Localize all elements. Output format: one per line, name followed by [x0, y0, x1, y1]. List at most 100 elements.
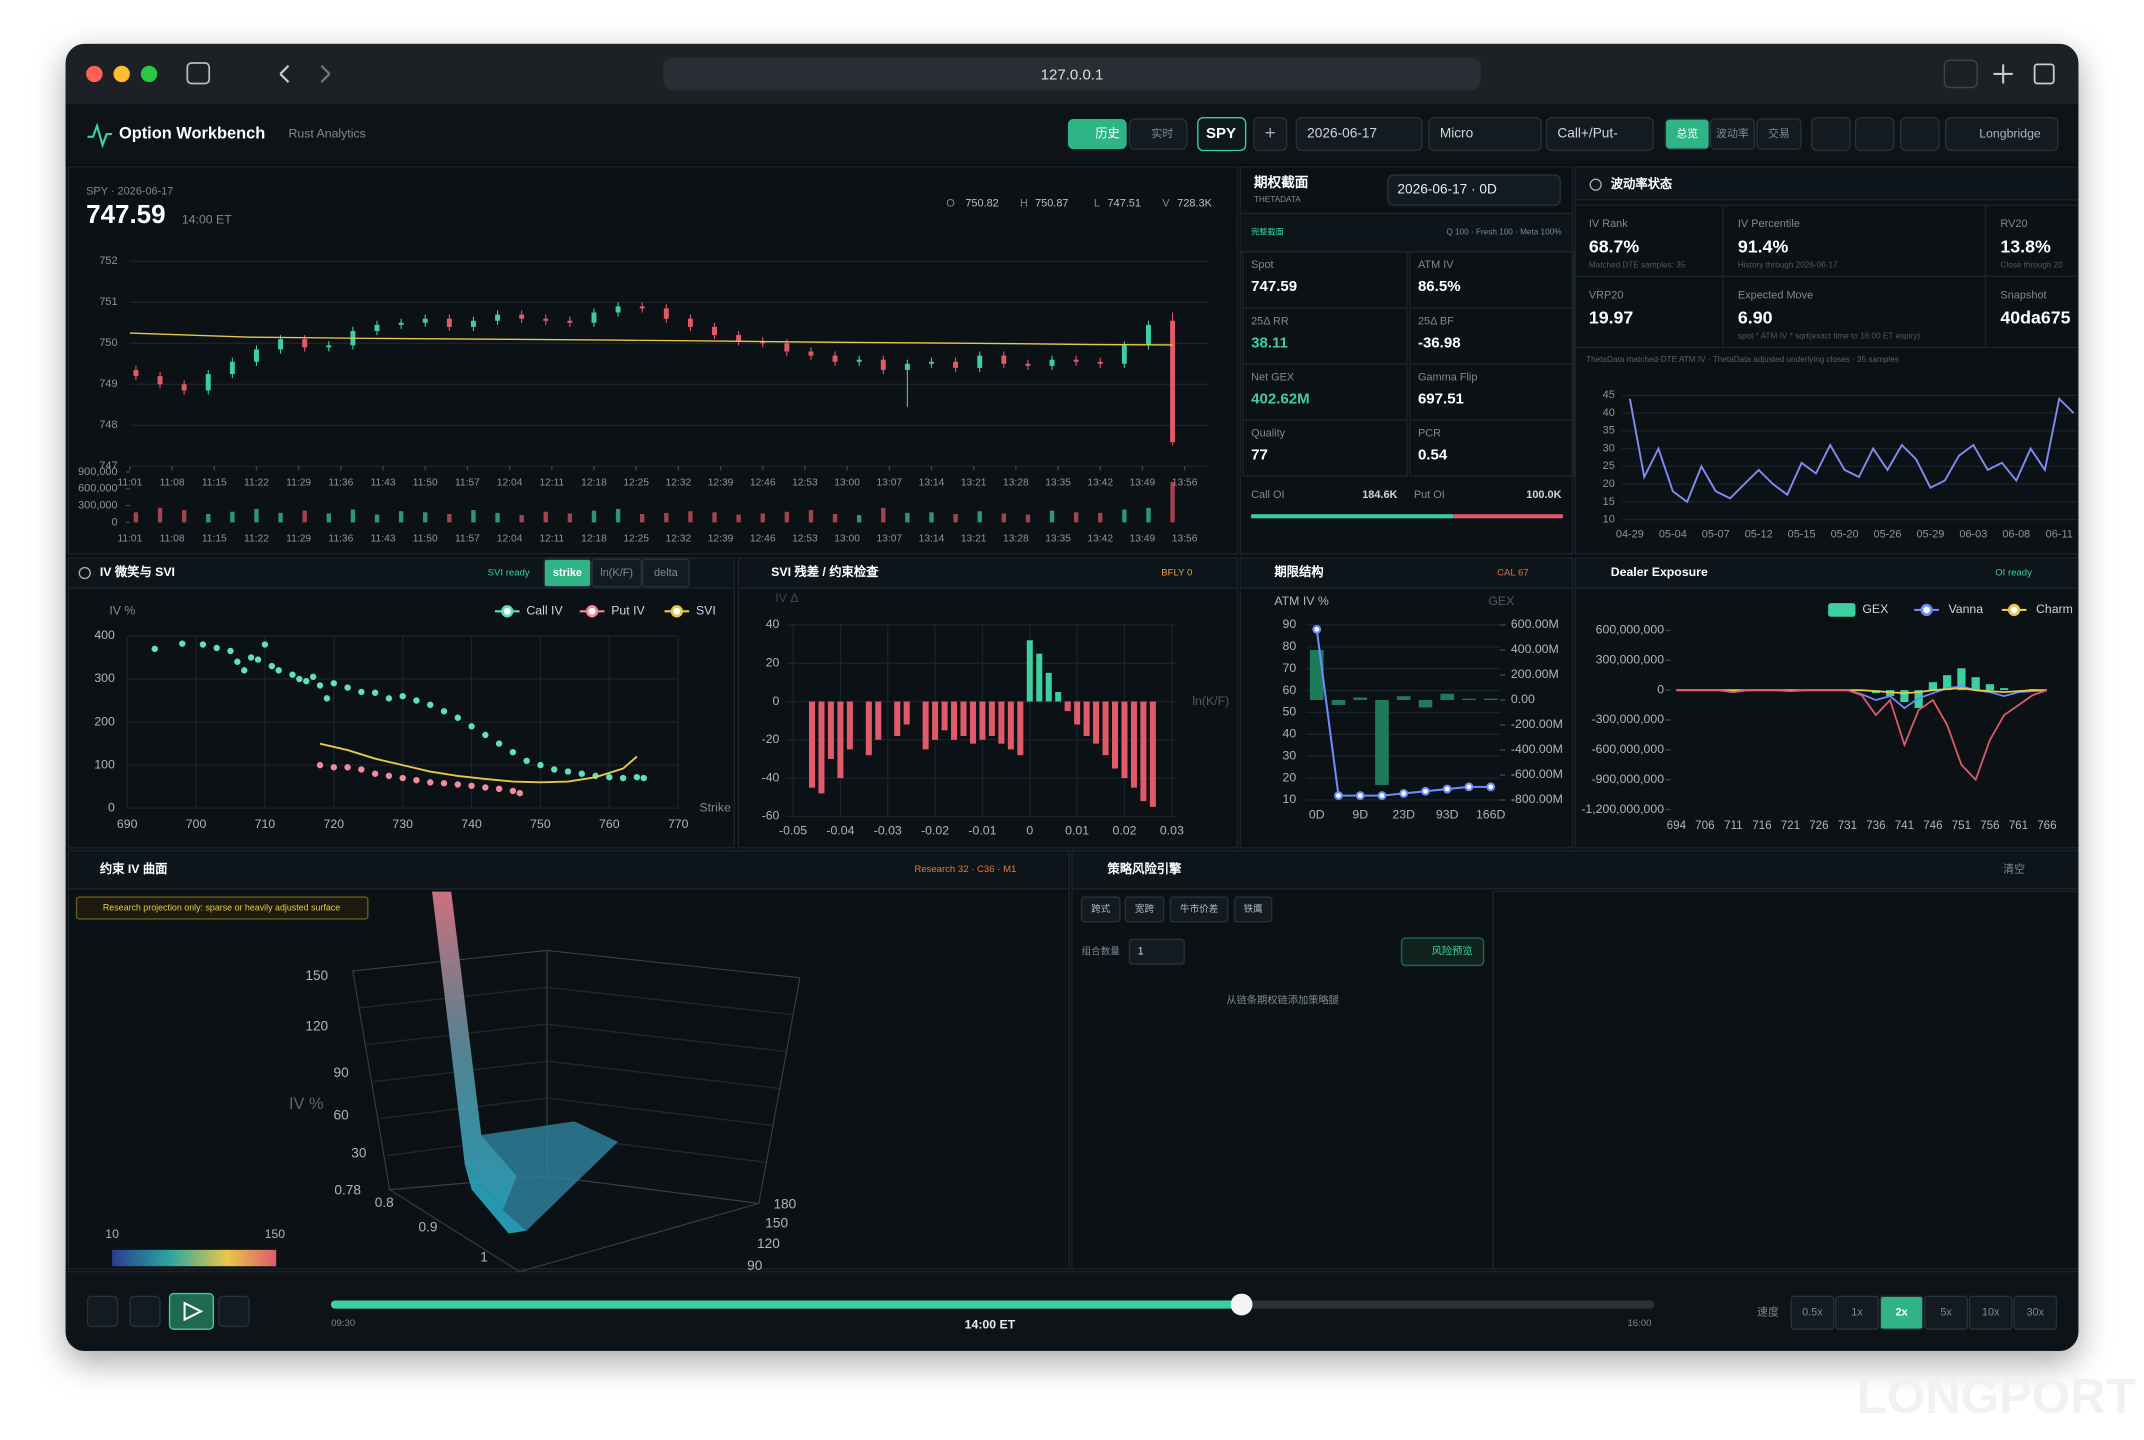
residual-bar: [1064, 701, 1071, 712]
select[interactable]: [1428, 116, 1542, 152]
select-text: Micro: [1440, 126, 1474, 141]
residual-bar: [1149, 701, 1156, 807]
speed-button[interactable]: [1790, 1295, 1835, 1330]
preset-button[interactable]: [1234, 896, 1273, 923]
forward-button[interactable]: [320, 64, 331, 83]
speed-button[interactable]: [2013, 1295, 2058, 1330]
point: [550, 765, 559, 774]
sidebar-button[interactable]: [186, 62, 211, 85]
preview-button[interactable]: [1400, 937, 1485, 967]
icon-button[interactable]: [1899, 116, 1940, 152]
icon-button[interactable]: [1854, 116, 1895, 152]
point: [199, 640, 207, 649]
speed-button[interactable]: [1968, 1295, 2013, 1330]
label: RV20: [2000, 218, 2027, 230]
close-button[interactable]: [86, 65, 103, 83]
y-tick-label: 45: [1603, 389, 1615, 401]
y2-tick-label: 600.00M: [1511, 617, 1559, 631]
residual-bar: [1083, 701, 1090, 736]
timeline-thumb[interactable]: [1230, 1293, 1253, 1316]
point: [481, 783, 490, 792]
volume-bar: [760, 513, 765, 523]
legend-swatch: [1828, 603, 1856, 617]
minimize-button[interactable]: [113, 65, 130, 83]
icon-button[interactable]: [1811, 116, 1851, 152]
label: 16:00: [1627, 1318, 1651, 1329]
speed-button[interactable]: [1835, 1295, 1879, 1330]
residual-bar: [827, 701, 834, 759]
candle-body: [832, 355, 838, 362]
speed-button[interactable]: [1879, 1295, 1924, 1330]
broker-button[interactable]: [1945, 116, 2059, 152]
label: SVI 残差 / 约束检查: [771, 564, 879, 579]
point: [495, 784, 504, 793]
preset-button[interactable]: [1124, 896, 1165, 923]
x-tick-label: 736: [1866, 819, 1885, 832]
candle-body: [760, 341, 766, 344]
control-button[interactable]: [129, 1295, 161, 1328]
x-tick-label: 11:22: [244, 477, 269, 488]
axis-tab[interactable]: [641, 558, 690, 588]
point: [329, 679, 338, 688]
volume-bar: [1001, 513, 1007, 523]
x-tick-label: 760: [599, 817, 620, 831]
x-tick-label: 12:25: [623, 477, 649, 488]
metric-value: 6.90: [1738, 307, 1773, 327]
speed-label: 0.5x: [1802, 1307, 1823, 1319]
label: 100.0K: [1526, 489, 1561, 501]
view-tab[interactable]: [1664, 118, 1710, 150]
qty-input[interactable]: [1128, 938, 1185, 965]
y-tick-label: 20: [766, 656, 780, 670]
panel: [67, 166, 1239, 555]
mode-history-button[interactable]: [1067, 119, 1127, 150]
view-tab[interactable]: [1756, 118, 1802, 150]
warning-box: [75, 896, 369, 920]
preset-button[interactable]: [1080, 896, 1121, 923]
preset-label: 牛市价差: [1180, 903, 1218, 915]
z-tick-label: 90: [333, 1065, 349, 1080]
point: [371, 769, 380, 778]
point: [536, 761, 545, 770]
symbol-button[interactable]: [1197, 116, 1247, 152]
select[interactable]: [1295, 116, 1423, 152]
x-tick-label: 0: [1026, 824, 1033, 838]
add-button[interactable]: [1253, 116, 1288, 152]
y-tick-label: 15: [1603, 496, 1615, 508]
speed-button[interactable]: [1924, 1295, 1969, 1330]
gex-bar: [1331, 699, 1346, 705]
label: 750.87: [1035, 198, 1068, 210]
expiry-select[interactable]: [1387, 174, 1561, 206]
candle-body: [302, 339, 308, 348]
point: [398, 692, 407, 701]
axis-tab[interactable]: [591, 558, 642, 588]
x-tick-label: 12:39: [708, 477, 734, 488]
gex-bar: [1900, 690, 1909, 703]
gex-bar: [1971, 677, 1980, 691]
play-button[interactable]: [168, 1292, 214, 1330]
new-tab-button[interactable]: [1993, 64, 2013, 84]
control-button[interactable]: [218, 1295, 250, 1328]
share-button[interactable]: [1943, 59, 1978, 89]
axis-title: ATM IV %: [1274, 594, 1328, 608]
view-tab[interactable]: [1709, 118, 1755, 150]
mode-live-button[interactable]: [1128, 118, 1188, 150]
gex-bar: [1886, 690, 1895, 697]
url-bar[interactable]: [663, 57, 1481, 91]
x-tick-label: -0.01: [968, 824, 996, 838]
x-tick-label: 756: [1980, 819, 1999, 832]
volume-bar: [881, 507, 886, 523]
metric-value: 747.59: [1251, 278, 1297, 295]
residual-bar: [1093, 701, 1100, 744]
zoom-button[interactable]: [140, 65, 158, 83]
y-tick-label: 300,000,000: [1596, 653, 1665, 667]
label: Call OI: [1251, 489, 1284, 501]
put-oi-bar: [1453, 514, 1563, 519]
tabs-button[interactable]: [2033, 63, 2055, 85]
select[interactable]: [1545, 116, 1654, 152]
legend-marker: [1920, 603, 1933, 617]
axis-tab[interactable]: [543, 558, 592, 588]
x-tick-label: 06-11: [2046, 529, 2073, 541]
control-button[interactable]: [86, 1295, 119, 1328]
preset-button[interactable]: [1169, 896, 1229, 923]
back-button[interactable]: [279, 64, 290, 83]
